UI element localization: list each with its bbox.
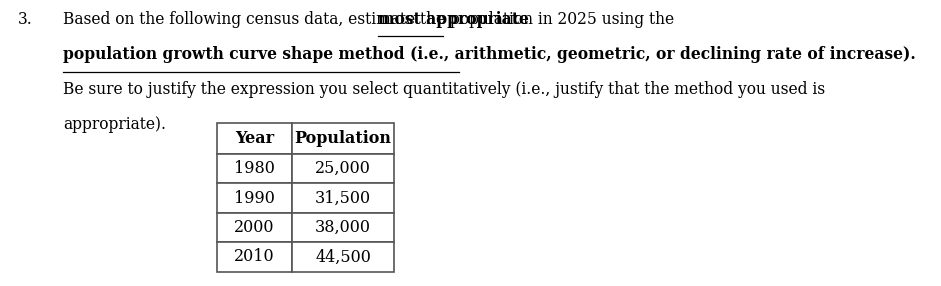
Text: Based on the following census data, estimate the population in 2025 using the: Based on the following census data, esti… <box>63 11 679 28</box>
Bar <box>216 183 292 213</box>
Text: 25,000: 25,000 <box>315 160 371 177</box>
Bar <box>292 213 394 242</box>
Bar <box>292 154 394 183</box>
Text: Population: Population <box>295 130 391 147</box>
Bar <box>216 242 292 272</box>
Text: 1990: 1990 <box>234 190 275 206</box>
Text: 31,500: 31,500 <box>315 190 371 206</box>
Text: 3.: 3. <box>18 11 33 28</box>
Text: 2010: 2010 <box>234 249 275 265</box>
Text: population growth curve shape method (i.e., arithmetic, geometric, or declining : population growth curve shape method (i.… <box>63 46 916 63</box>
Bar <box>216 154 292 183</box>
Bar <box>292 183 394 213</box>
Text: 38,000: 38,000 <box>315 219 371 236</box>
Text: 1980: 1980 <box>234 160 275 177</box>
Bar <box>216 213 292 242</box>
Text: most appropriate: most appropriate <box>378 11 529 28</box>
Text: appropriate).: appropriate). <box>63 116 167 133</box>
Bar <box>292 123 394 154</box>
Text: 2000: 2000 <box>234 219 275 236</box>
Text: 44,500: 44,500 <box>315 249 371 265</box>
Bar <box>216 123 292 154</box>
Text: Be sure to justify the expression you select quantitatively (i.e., justify that : Be sure to justify the expression you se… <box>63 81 825 98</box>
Text: Year: Year <box>234 130 274 147</box>
Bar <box>292 242 394 272</box>
